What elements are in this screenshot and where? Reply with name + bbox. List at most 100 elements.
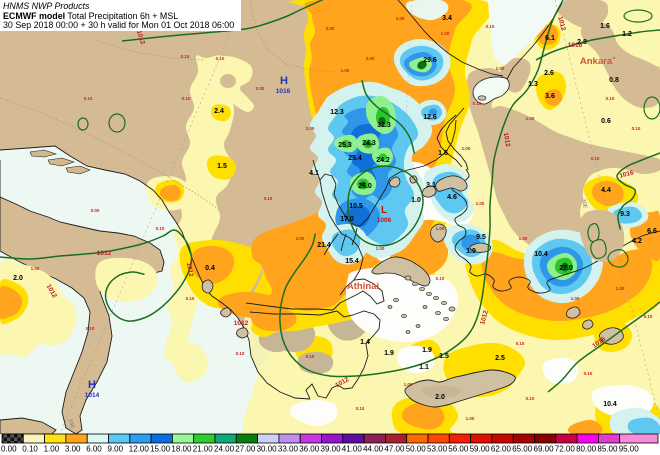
- svg-text:0.10: 0.10: [186, 296, 195, 301]
- svg-text:24.2: 24.2: [376, 157, 390, 164]
- svg-text:0.10: 0.10: [632, 126, 641, 131]
- svg-text:10.4: 10.4: [534, 251, 548, 258]
- svg-text:1012: 1012: [502, 132, 511, 148]
- svg-text:4.4: 4.4: [601, 187, 611, 194]
- svg-text:4.6: 4.6: [447, 194, 457, 201]
- svg-text:1.00: 1.00: [462, 146, 471, 151]
- svg-text:21.00: 21.00: [193, 445, 214, 454]
- svg-text:25.3: 25.3: [338, 142, 352, 149]
- svg-text:27.00: 27.00: [235, 445, 256, 454]
- svg-text:0.10: 0.10: [526, 396, 535, 401]
- svg-text:30E: 30E: [580, 198, 588, 209]
- svg-text:1.2: 1.2: [622, 31, 632, 38]
- svg-text:3.00: 3.00: [65, 445, 81, 454]
- svg-text:1012: 1012: [234, 320, 249, 327]
- svg-text:1.00: 1.00: [519, 236, 528, 241]
- svg-text:1.00: 1.00: [496, 66, 505, 71]
- svg-text:69.00: 69.00: [534, 445, 555, 454]
- svg-text:1.9: 1.9: [384, 350, 394, 357]
- svg-text:95.00: 95.00: [619, 445, 640, 454]
- svg-text:65.00: 65.00: [512, 445, 533, 454]
- svg-text:0.00: 0.00: [256, 86, 265, 91]
- svg-text:0.10: 0.10: [22, 445, 38, 454]
- svg-text:1.00: 1.00: [341, 68, 350, 73]
- svg-text:0.10: 0.10: [606, 96, 615, 101]
- svg-text:1016: 1016: [619, 169, 635, 180]
- svg-text:1.00: 1.00: [44, 445, 60, 454]
- svg-text:53.00: 53.00: [427, 445, 448, 454]
- svg-text:1.00: 1.00: [436, 226, 445, 231]
- svg-text:3.4: 3.4: [442, 15, 452, 22]
- svg-text:6.1: 6.1: [545, 35, 555, 42]
- svg-text:0.10: 0.10: [584, 371, 593, 376]
- svg-text:44.00: 44.00: [363, 445, 384, 454]
- svg-text:9.3: 9.3: [620, 211, 630, 218]
- svg-text:1016: 1016: [568, 42, 583, 49]
- svg-text:18.00: 18.00: [171, 445, 192, 454]
- svg-text:1.5: 1.5: [217, 163, 227, 170]
- svg-text:2.5: 2.5: [495, 355, 505, 362]
- svg-text:12.3: 12.3: [330, 109, 344, 116]
- svg-text:2.8: 2.8: [577, 39, 587, 46]
- svg-text:0.10: 0.10: [356, 406, 365, 411]
- svg-text:H: H: [88, 379, 96, 391]
- svg-text:0.00: 0.00: [1, 445, 17, 454]
- svg-text:1.9: 1.9: [422, 347, 432, 354]
- svg-text:26.0: 26.0: [358, 183, 372, 190]
- svg-text:0.10: 0.10: [216, 56, 225, 61]
- svg-text:0.10: 0.10: [436, 276, 445, 281]
- svg-text:50.00: 50.00: [406, 445, 427, 454]
- svg-text:1.0: 1.0: [411, 197, 421, 204]
- svg-text:1.6: 1.6: [438, 150, 448, 157]
- svg-text:0.6: 0.6: [601, 118, 611, 125]
- svg-text:156: 156: [67, 418, 76, 429]
- svg-text:10.5: 10.5: [349, 203, 363, 210]
- svg-text:1.00: 1.00: [616, 286, 625, 291]
- svg-text:62.00: 62.00: [491, 445, 512, 454]
- svg-text:27.0: 27.0: [559, 265, 573, 272]
- svg-text:3.00: 3.00: [326, 26, 335, 31]
- svg-text:0.4: 0.4: [205, 265, 215, 272]
- svg-text:1012: 1012: [556, 16, 567, 32]
- svg-text:3.00: 3.00: [306, 126, 315, 131]
- svg-text:1012: 1012: [97, 250, 112, 257]
- svg-text:72.00: 72.00: [555, 445, 576, 454]
- svg-text:1.00: 1.00: [376, 246, 385, 251]
- svg-text:2.0: 2.0: [435, 394, 445, 401]
- svg-text:0.10: 0.10: [473, 101, 482, 106]
- svg-text:6.6: 6.6: [647, 228, 657, 235]
- svg-text:0.10: 0.10: [644, 314, 653, 319]
- svg-text:1016: 1016: [276, 88, 291, 95]
- svg-text:1.6: 1.6: [600, 23, 610, 30]
- svg-text:12.6: 12.6: [423, 114, 437, 121]
- svg-text:3.6: 3.6: [545, 93, 555, 100]
- svg-text:0.10: 0.10: [486, 24, 495, 29]
- svg-text:0.10: 0.10: [306, 354, 315, 359]
- svg-text:80.00: 80.00: [576, 445, 597, 454]
- svg-text:4.1: 4.1: [309, 170, 319, 177]
- svg-text:0.10: 0.10: [236, 351, 245, 356]
- svg-text:0.00: 0.00: [91, 208, 100, 213]
- svg-text:0.10: 0.10: [264, 196, 273, 201]
- svg-text:2.6: 2.6: [544, 70, 554, 77]
- svg-text:9.5: 9.5: [476, 234, 486, 241]
- svg-text:1.5: 1.5: [439, 353, 449, 360]
- svg-text:17.0: 17.0: [340, 216, 354, 223]
- svg-text:0.10: 0.10: [156, 226, 165, 231]
- svg-text:24.00: 24.00: [214, 445, 235, 454]
- svg-text:Ankara: Ankara: [580, 56, 613, 67]
- svg-text:29.6: 29.6: [423, 57, 437, 64]
- svg-text:12.00: 12.00: [129, 445, 150, 454]
- svg-text:0.10: 0.10: [84, 96, 93, 101]
- svg-text:9.00: 9.00: [108, 445, 124, 454]
- svg-text:3.00: 3.00: [296, 236, 305, 241]
- svg-text:41.00: 41.00: [342, 445, 363, 454]
- svg-text:56.00: 56.00: [448, 445, 469, 454]
- svg-text:0.10: 0.10: [591, 156, 600, 161]
- svg-text:0.10: 0.10: [86, 326, 95, 331]
- svg-text:1014: 1014: [85, 392, 100, 399]
- svg-text:25.4: 25.4: [348, 155, 362, 162]
- svg-text:59.00: 59.00: [470, 445, 491, 454]
- svg-text:21.4: 21.4: [317, 242, 331, 249]
- svg-text:2.0: 2.0: [13, 275, 23, 282]
